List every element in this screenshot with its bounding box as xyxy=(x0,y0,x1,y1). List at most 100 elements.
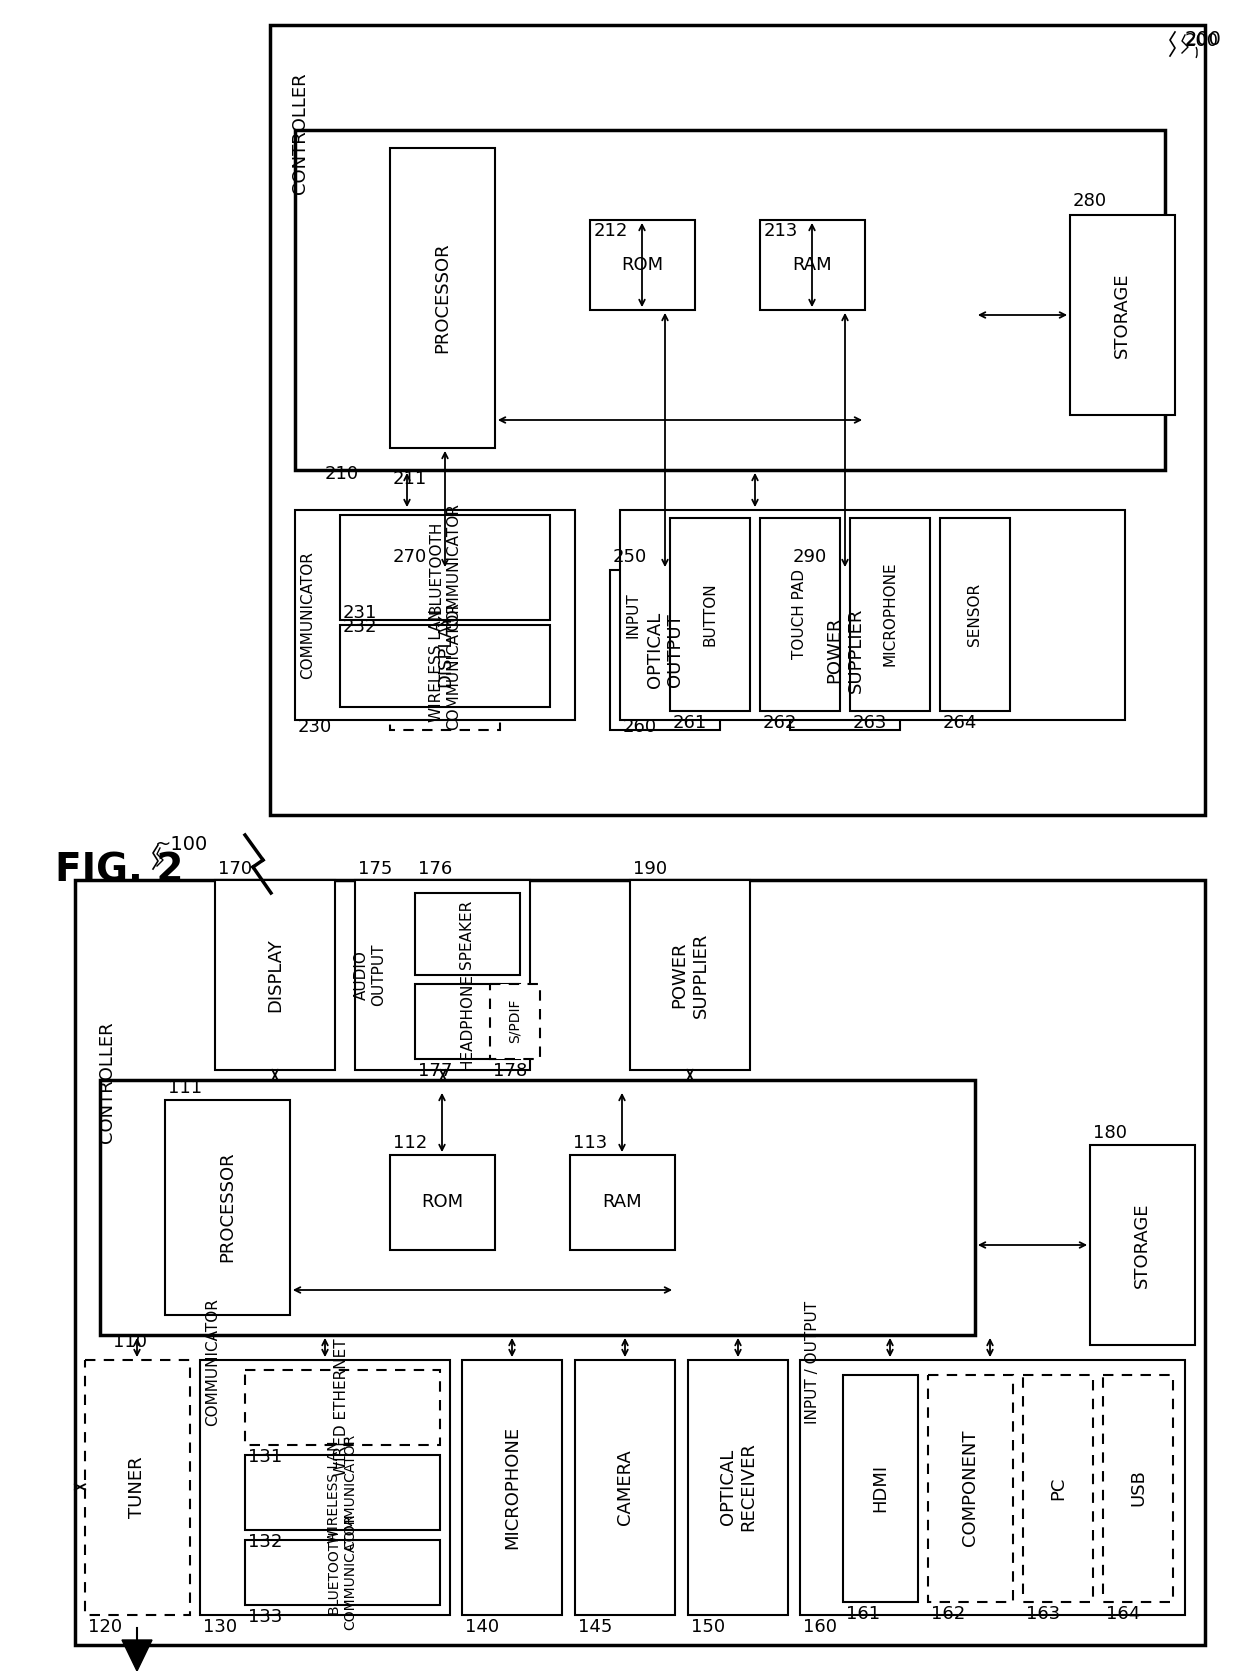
Text: S/PDIF: S/PDIF xyxy=(508,999,522,1043)
Text: WIRELESS LAN
COMMUNICATOR: WIRELESS LAN COMMUNICATOR xyxy=(327,1434,357,1551)
Text: INPUT / OUTPUT: INPUT / OUTPUT xyxy=(806,1300,821,1424)
Text: WIRELESS LAN
COMMUNICATOR: WIRELESS LAN COMMUNICATOR xyxy=(429,602,461,730)
Text: 150: 150 xyxy=(691,1618,725,1636)
Text: COMMUNICATOR: COMMUNICATOR xyxy=(206,1298,221,1425)
Text: 212: 212 xyxy=(594,222,629,241)
Text: COMPONENT: COMPONENT xyxy=(961,1430,980,1546)
Text: 210: 210 xyxy=(325,465,360,483)
Bar xyxy=(415,892,520,974)
Text: 200: 200 xyxy=(1185,32,1219,50)
Text: BUTTON: BUTTON xyxy=(703,582,718,645)
Text: 110: 110 xyxy=(113,1333,148,1350)
Text: DISPLAY: DISPLAY xyxy=(436,613,454,687)
Text: 231: 231 xyxy=(343,603,377,622)
Text: 263: 263 xyxy=(853,714,888,732)
Text: 232: 232 xyxy=(343,618,377,637)
Text: USB: USB xyxy=(1128,1469,1147,1507)
Bar xyxy=(246,1370,440,1445)
Text: 160: 160 xyxy=(804,1618,837,1636)
Text: CONTROLLER: CONTROLLER xyxy=(98,1021,117,1143)
Text: STORAGE: STORAGE xyxy=(1114,272,1131,358)
Bar xyxy=(295,130,1166,470)
Text: PC: PC xyxy=(1049,1475,1066,1499)
Text: RAM: RAM xyxy=(792,256,832,274)
Bar xyxy=(570,1155,675,1250)
Text: INPUT: INPUT xyxy=(625,592,641,638)
Text: COMMUNICATOR: COMMUNICATOR xyxy=(300,551,315,678)
Text: 270: 270 xyxy=(393,548,428,566)
Text: 131: 131 xyxy=(248,1449,283,1465)
Text: HEADPHONE: HEADPHONE xyxy=(460,973,475,1069)
Bar xyxy=(670,518,750,710)
Text: 250: 250 xyxy=(613,548,647,566)
Text: 211: 211 xyxy=(393,470,428,488)
Text: POWER
SUPPLIER: POWER SUPPLIER xyxy=(671,932,709,1018)
Bar xyxy=(100,1079,975,1335)
Bar xyxy=(928,1375,1013,1602)
Bar xyxy=(688,1360,787,1614)
Bar xyxy=(849,518,930,710)
Text: MICROPHONE: MICROPHONE xyxy=(883,561,898,667)
Bar xyxy=(415,984,520,1059)
Bar xyxy=(800,1360,1185,1614)
Bar xyxy=(391,149,495,448)
Text: 290: 290 xyxy=(794,548,827,566)
Bar xyxy=(295,510,575,720)
Bar xyxy=(340,625,551,707)
Text: OPTICAL
RECEIVER: OPTICAL RECEIVER xyxy=(719,1442,758,1531)
Bar xyxy=(86,1360,190,1614)
Bar xyxy=(760,518,839,710)
Text: 175: 175 xyxy=(358,861,392,877)
Text: PROCESSOR: PROCESSOR xyxy=(433,242,451,353)
Bar xyxy=(391,570,500,730)
Text: 113: 113 xyxy=(573,1135,608,1151)
Text: 111: 111 xyxy=(167,1079,202,1096)
Text: FIG. 2: FIG. 2 xyxy=(55,851,184,889)
Text: ROM: ROM xyxy=(621,256,663,274)
Bar xyxy=(590,221,694,311)
Bar xyxy=(463,1360,562,1614)
Text: STORAGE: STORAGE xyxy=(1133,1201,1151,1288)
Bar xyxy=(620,510,1125,720)
Bar xyxy=(215,881,335,1069)
Text: 164: 164 xyxy=(1106,1606,1141,1623)
Text: 178: 178 xyxy=(494,1063,527,1079)
Text: BLUETOOTH
COMMUNICATOR: BLUETOOTH COMMUNICATOR xyxy=(327,1514,357,1631)
Bar xyxy=(1104,1375,1173,1602)
Text: 161: 161 xyxy=(846,1606,880,1623)
Text: 260: 260 xyxy=(622,719,657,735)
Text: 132: 132 xyxy=(248,1532,283,1551)
Bar xyxy=(200,1360,450,1614)
Text: 163: 163 xyxy=(1025,1606,1060,1623)
Text: 261: 261 xyxy=(673,714,707,732)
Text: TUNER: TUNER xyxy=(128,1455,146,1517)
Text: HDMI: HDMI xyxy=(870,1464,889,1512)
Bar xyxy=(630,881,750,1069)
Text: AUDIO
OUTPUT: AUDIO OUTPUT xyxy=(353,944,386,1006)
Text: 140: 140 xyxy=(465,1618,500,1636)
Text: 145: 145 xyxy=(578,1618,613,1636)
Bar xyxy=(760,221,866,311)
Text: 133: 133 xyxy=(248,1608,283,1626)
Text: 176: 176 xyxy=(418,861,453,877)
Bar xyxy=(246,1455,440,1531)
Text: SPEAKER: SPEAKER xyxy=(460,899,475,969)
Text: 162: 162 xyxy=(931,1606,965,1623)
Text: ROM: ROM xyxy=(420,1193,463,1211)
Text: 262: 262 xyxy=(763,714,797,732)
Text: 130: 130 xyxy=(203,1618,237,1636)
Text: BLUETOOTH
COMMUNICATOR: BLUETOOTH COMMUNICATOR xyxy=(429,503,461,632)
Text: CONTROLLER: CONTROLLER xyxy=(291,72,309,194)
Text: ~100: ~100 xyxy=(155,836,208,854)
Bar xyxy=(790,570,900,730)
Text: 280: 280 xyxy=(1073,192,1107,211)
Bar xyxy=(270,25,1205,815)
Text: PROCESSOR: PROCESSOR xyxy=(218,1151,236,1262)
Bar xyxy=(940,518,1011,710)
Text: POWER
SUPPLIER: POWER SUPPLIER xyxy=(826,607,864,693)
Text: 230: 230 xyxy=(298,719,332,735)
Bar xyxy=(575,1360,675,1614)
Text: 180: 180 xyxy=(1092,1125,1127,1141)
Bar xyxy=(1023,1375,1092,1602)
Text: RAM: RAM xyxy=(603,1193,642,1211)
